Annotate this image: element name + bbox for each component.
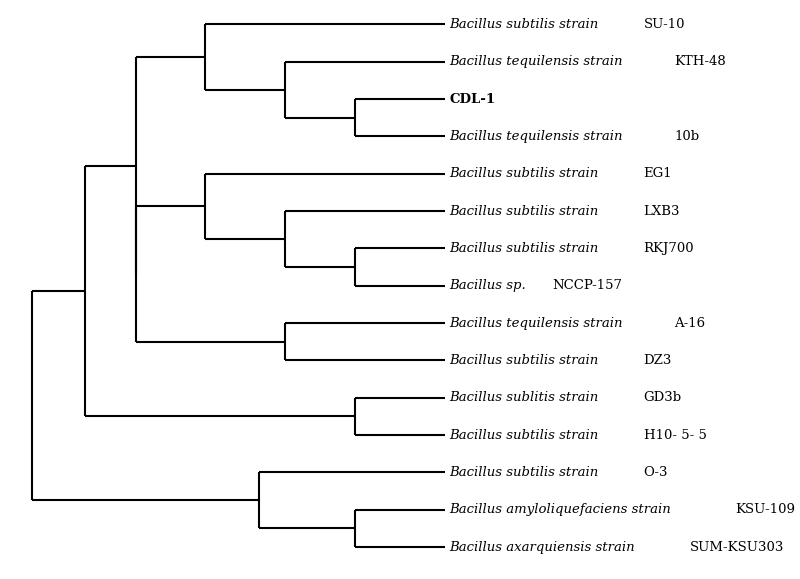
Text: EG1: EG1 — [644, 167, 672, 180]
Text: Bacillus tequilensis strain: Bacillus tequilensis strain — [450, 55, 627, 68]
Text: A-16: A-16 — [674, 317, 706, 329]
Text: KTH-48: KTH-48 — [674, 55, 726, 68]
Text: Bacillus sp.: Bacillus sp. — [450, 279, 530, 292]
Text: Bacillus tequilensis strain: Bacillus tequilensis strain — [450, 317, 627, 329]
Text: RKJ700: RKJ700 — [644, 242, 694, 255]
Text: GD3b: GD3b — [644, 391, 682, 404]
Text: Bacillus subtilis strain: Bacillus subtilis strain — [450, 242, 603, 255]
Text: Bacillus amyloliquefaciens strain: Bacillus amyloliquefaciens strain — [450, 503, 676, 516]
Text: Bacillus sublitis strain: Bacillus sublitis strain — [450, 391, 603, 404]
Text: LXB3: LXB3 — [644, 204, 680, 218]
Text: SUM-KSU303: SUM-KSU303 — [690, 541, 784, 554]
Text: SU-10: SU-10 — [644, 18, 686, 31]
Text: Bacillus subtilis strain: Bacillus subtilis strain — [450, 354, 603, 367]
Text: DZ3: DZ3 — [644, 354, 672, 367]
Text: Bacillus subtilis strain: Bacillus subtilis strain — [450, 466, 603, 479]
Text: Bacillus axarquiensis strain: Bacillus axarquiensis strain — [450, 541, 639, 554]
Text: NCCP-157: NCCP-157 — [552, 279, 622, 292]
Text: H10- 5- 5: H10- 5- 5 — [644, 428, 706, 442]
Text: Bacillus subtilis strain: Bacillus subtilis strain — [450, 428, 603, 442]
Text: KSU-109: KSU-109 — [735, 503, 795, 516]
Text: Bacillus subtilis strain: Bacillus subtilis strain — [450, 204, 603, 218]
Text: CDL-1: CDL-1 — [450, 93, 496, 105]
Text: 10b: 10b — [674, 130, 699, 143]
Text: Bacillus subtilis strain: Bacillus subtilis strain — [450, 167, 603, 180]
Text: O-3: O-3 — [644, 466, 668, 479]
Text: Bacillus subtilis strain: Bacillus subtilis strain — [450, 18, 603, 31]
Text: Bacillus tequilensis strain: Bacillus tequilensis strain — [450, 130, 627, 143]
